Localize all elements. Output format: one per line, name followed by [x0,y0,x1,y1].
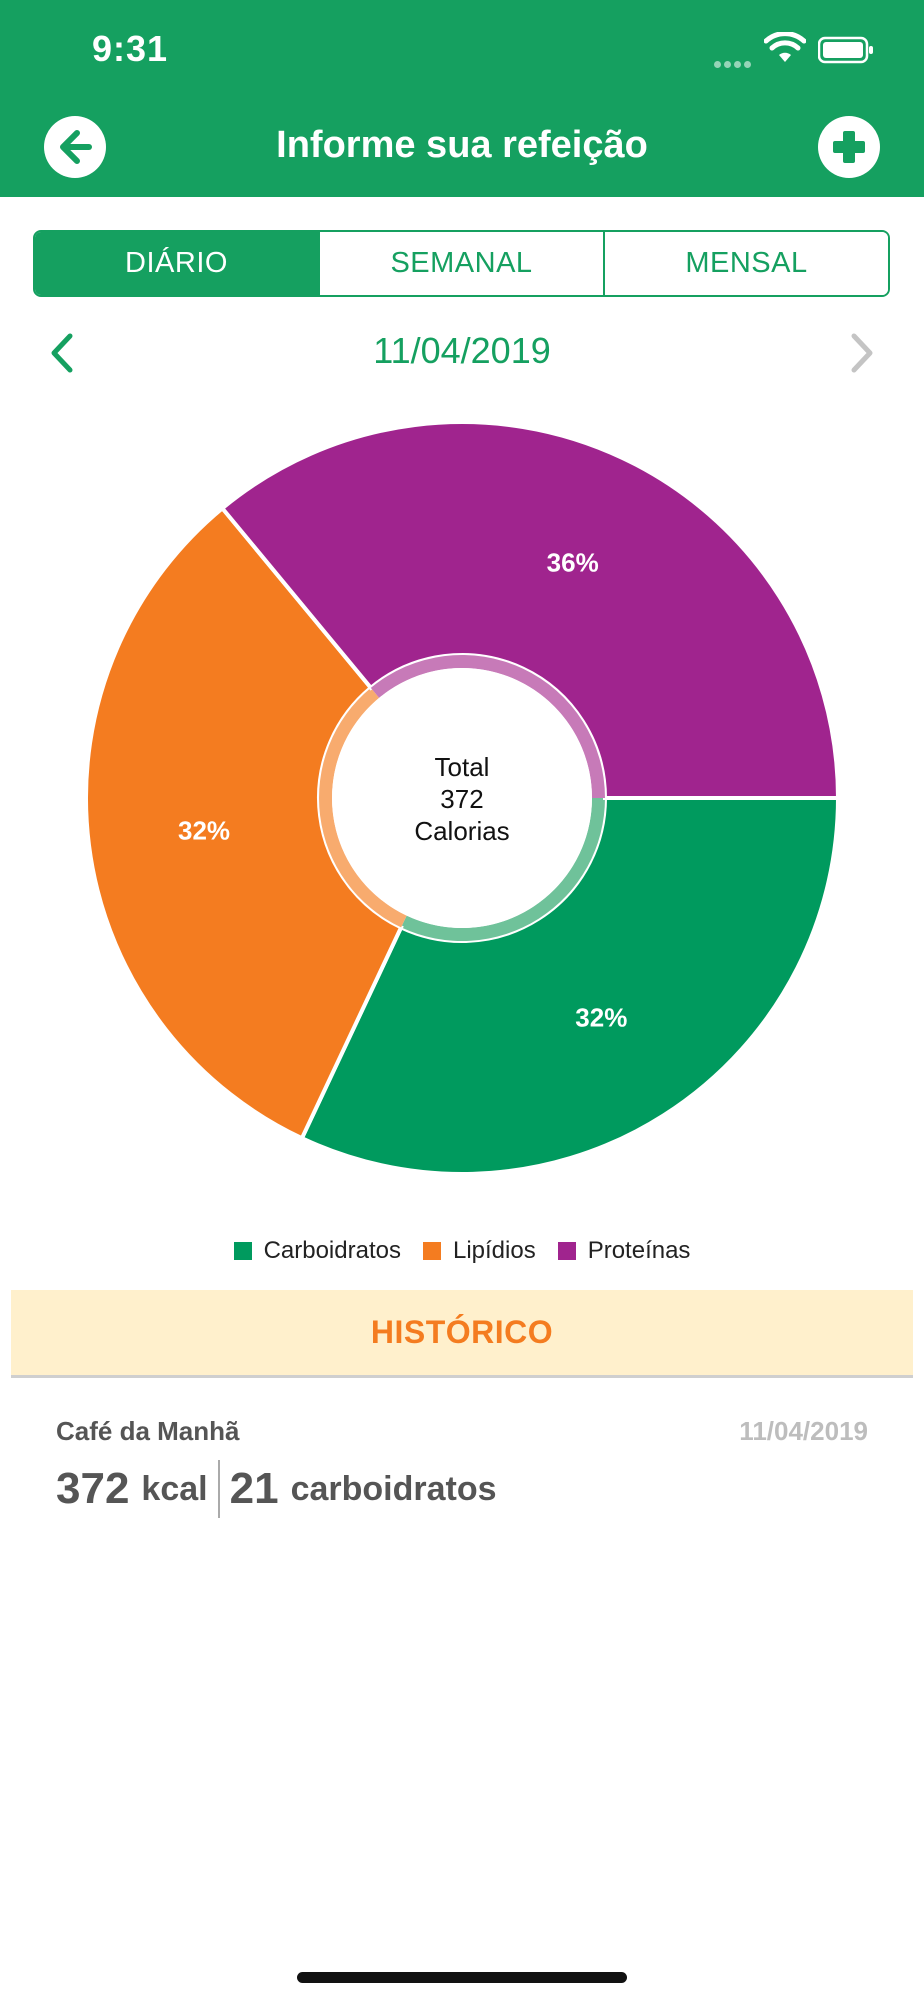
meal-kcal-value: 372 [56,1464,130,1513]
chevron-left-icon[interactable] [44,330,80,376]
arrow-left-icon [60,130,92,164]
chart-legend: Carboidratos Lipídios Proteínas [0,1237,924,1265]
legend-label: Proteínas [587,1237,691,1264]
wifi-icon [764,32,806,62]
pie-ring-carboidratos [401,798,605,941]
pie-ring-proteínas [370,655,605,798]
meal-stats: 372 kcal 21 carboidratos [56,1460,497,1518]
legend-swatch [557,1242,576,1260]
pie-label-lipídios: 32% [178,816,230,846]
pie-center-text-2: Calorias [414,816,509,846]
history-header: HISTÓRICO [11,1290,913,1378]
meal-name: Café da Manhã [56,1416,240,1446]
pie-ring-lipídios [318,687,407,928]
pie-center [332,668,592,928]
current-date: 11/04/2019 [373,330,551,371]
pie-label-proteínas: 36% [547,548,599,578]
legend-item-lipídios: Lipídios [422,1237,536,1265]
legend-swatch [422,1242,441,1260]
pie-center-text-1: 372 [440,784,483,814]
app-header: 9:31 Informe sua refeição [0,0,924,197]
meal-carbs-unit: carboidratos [290,1469,497,1508]
pie-label-carboidratos: 32% [575,1003,627,1033]
battery-icon [818,36,873,64]
history-item[interactable]: Café da Manhã 11/04/2019 372 kcal 21 car… [56,1410,868,1520]
status-time: 9:31 [92,28,169,69]
pie-center-text-0: Total [435,752,490,782]
cellular-signal-icon [714,55,756,68]
legend-item-carboidratos: Carboidratos [233,1237,401,1265]
home-indicator [297,1972,627,1983]
history-title: HISTÓRICO [370,1314,554,1350]
tab-semanal[interactable]: SEMANAL [320,232,605,295]
add-meal-button[interactable] [818,116,880,178]
back-button[interactable] [44,116,106,178]
tab-diario[interactable]: DIÁRIO [35,232,320,295]
page-title: Informe sua refeição [276,124,648,166]
legend-item-proteínas: Proteínas [557,1237,691,1265]
meal-kcal-unit: kcal [141,1469,208,1508]
meal-carbs-value: 21 [229,1464,279,1513]
legend-label: Carboidratos [263,1237,401,1264]
legend-swatch [233,1242,252,1260]
tab-mensal[interactable]: MENSAL [605,232,888,295]
plus-icon [833,131,865,163]
meal-date: 11/04/2019 [739,1416,868,1446]
period-tabs: DIÁRIO SEMANAL MENSAL [33,230,890,297]
legend-label: Lipídios [452,1237,536,1264]
stats-divider [217,1460,220,1518]
chevron-right-icon[interactable] [844,330,880,376]
